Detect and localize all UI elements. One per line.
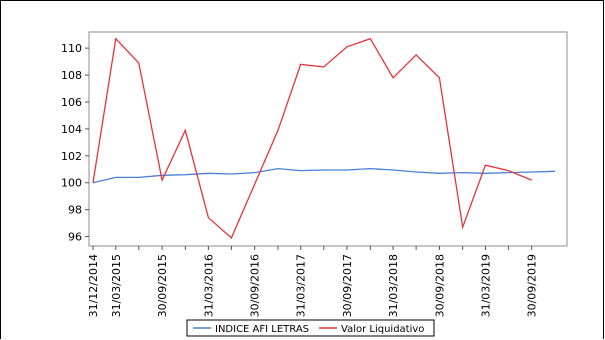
y-tick-label: 98	[68, 204, 82, 217]
x-tick-label: 31/03/2015	[110, 254, 123, 317]
x-tick-label: 30/09/2016	[249, 254, 262, 317]
series-layer	[92, 37, 556, 239]
legend-box	[186, 319, 435, 337]
legend-label-0: INDICE AFI LETRAS	[215, 324, 309, 335]
y-axis: 96 98 100 102 104 106 108 110	[61, 42, 89, 244]
x-tick-label: 31/03/2018	[387, 254, 400, 317]
x-tick-label: 31/03/2016	[202, 254, 215, 317]
x-tick-label: 31/12/2014	[87, 254, 100, 317]
x-tick-label: 30/09/2019	[526, 254, 539, 317]
y-tick-label: 102	[61, 150, 82, 163]
y-tick-label: 104	[61, 123, 82, 136]
series-line-0	[92, 167, 556, 184]
y-tick-label: 100	[61, 177, 82, 190]
legend: INDICE AFI LETRAS Valor Liquidativo	[186, 319, 435, 337]
x-tick-label: 30/09/2018	[433, 254, 446, 317]
x-tick-label: 30/09/2017	[341, 254, 354, 317]
y-tick-label: 110	[61, 42, 82, 55]
x-tick-label: 31/03/2017	[295, 254, 308, 317]
series-line-1	[92, 37, 532, 239]
x-tick-label: 31/03/2019	[479, 254, 492, 317]
legend-label-1: Valor Liquidativo	[341, 324, 424, 335]
y-tick-label: 96	[68, 231, 82, 244]
x-tick-label: 30/09/2015	[156, 254, 169, 317]
y-tick-label: 108	[61, 69, 82, 82]
x-axis: 31/12/2014 31/03/2015 30/09/2015 31/03/2016…	[87, 246, 539, 317]
plot-area	[88, 31, 568, 247]
y-tick-label: 106	[61, 96, 82, 109]
